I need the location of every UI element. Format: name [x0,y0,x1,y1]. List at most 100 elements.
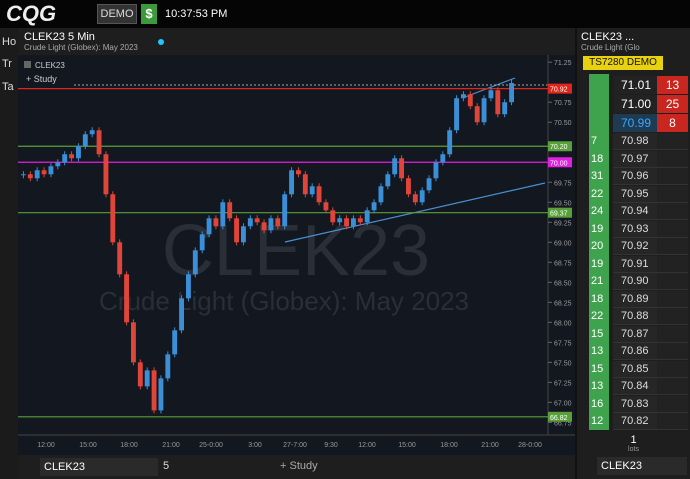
candle [392,158,398,175]
candle [34,170,40,179]
bid-size: 19 [591,222,604,235]
y-tick-label: 68.00 [554,320,572,327]
level-label: 70.00 [550,160,568,167]
ask-cell [657,255,688,273]
ask-size: 25 [657,95,688,113]
candle [227,202,233,219]
level-badge [548,141,572,152]
candle [502,102,508,115]
bid-size: 18 [591,292,604,305]
bid-size: 12 [591,415,604,427]
side-tab[interactable]: Ta [2,81,14,93]
chart-tab-title[interactable]: CLEK23 5 Min [24,31,95,43]
y-tick-label: 67.75 [554,340,572,347]
ask-size: 8 [657,114,688,132]
bid-size: 13 [591,380,604,392]
mode-button[interactable]: DEMO [97,4,137,24]
bid-price: 70.97 [613,150,657,168]
candle [433,162,439,179]
study-button[interactable]: + Study [280,460,318,472]
side-tab[interactable]: Ho [2,36,17,48]
qty[interactable]: 1 [630,434,637,446]
ask-cell [657,413,688,430]
candle [412,194,418,203]
candle [234,218,239,243]
dom-symbol[interactable]: CLEK23 [597,457,687,475]
bid-size: 20 [591,240,604,252]
x-tick-label: 9:30 [324,442,338,449]
level-badge [548,157,572,168]
ask-cell [657,203,688,220]
candle [302,174,308,195]
symbol-input[interactable]: CLEK23 [40,458,158,476]
candle [454,98,459,131]
candle [289,170,294,195]
candle [69,154,74,159]
candle [96,130,102,155]
tab-dot [158,39,164,45]
sidebar: Ho Tr Ta [0,28,18,479]
candle [275,218,281,227]
level-label: 66.82 [550,415,568,422]
y-tick-label: 68.50 [554,280,572,287]
candle [385,174,391,187]
candle [481,98,487,123]
bid-price: 70.88 [613,308,657,325]
candle [206,218,212,235]
y-tick-label: 69.00 [554,240,572,247]
candle [110,194,116,243]
candle [165,354,171,379]
bid-price: 70.90 [613,273,657,290]
logo: CQG [6,1,57,26]
candle [344,218,349,227]
candle [220,202,226,227]
side-tab[interactable]: Tr [2,58,12,70]
candle [131,322,136,363]
bid-size: 31 [591,170,604,182]
clock: 10:37:53 PM [165,8,228,20]
y-tick-label: 67.50 [554,360,572,367]
bid-price: 70.83 [613,395,657,413]
ask-price: 70.99 [613,114,657,132]
y-tick-label: 70.50 [554,120,572,127]
candle [447,130,453,155]
ask-price: 71.01 [613,76,657,94]
candle [117,242,123,275]
candle [371,202,377,211]
candle [495,90,501,115]
account-button[interactable]: TS7280 DEMO [583,56,663,70]
candle [309,186,315,195]
chart-tab-subtitle: Crude Light (Globex): May 2023 [24,43,138,52]
dom-panel: CLEK23 ... Crude Light (Glo TS7280 DEMO … [577,28,690,479]
ask-cell [657,273,688,290]
bid-size: 13 [591,345,604,357]
candle [89,130,95,135]
interval[interactable]: 5 [163,460,170,472]
bid-price: 70.91 [613,255,657,273]
candle [144,370,150,387]
candle [509,83,514,103]
bid-price: 70.86 [613,343,657,360]
ask-cell [657,360,688,378]
candle [261,222,267,231]
y-tick-label: 69.50 [554,200,572,207]
dollar-button[interactable]: $ [141,4,157,24]
candle [440,154,446,163]
candle [254,218,260,223]
bid-price: 70.89 [613,290,657,308]
y-tick-label: 71.25 [554,60,572,67]
candle [137,362,143,387]
candle [172,330,178,355]
candle [192,250,198,275]
candle [158,378,164,411]
x-tick-label: 18:00 [120,442,138,449]
candle [282,194,288,227]
bid-column [589,74,609,430]
candle [426,178,432,191]
ask-cell [657,343,688,360]
candle [151,370,157,411]
candle [357,218,363,223]
bid-price: 70.98 [613,133,657,150]
study-button[interactable]: + Study [26,74,57,84]
